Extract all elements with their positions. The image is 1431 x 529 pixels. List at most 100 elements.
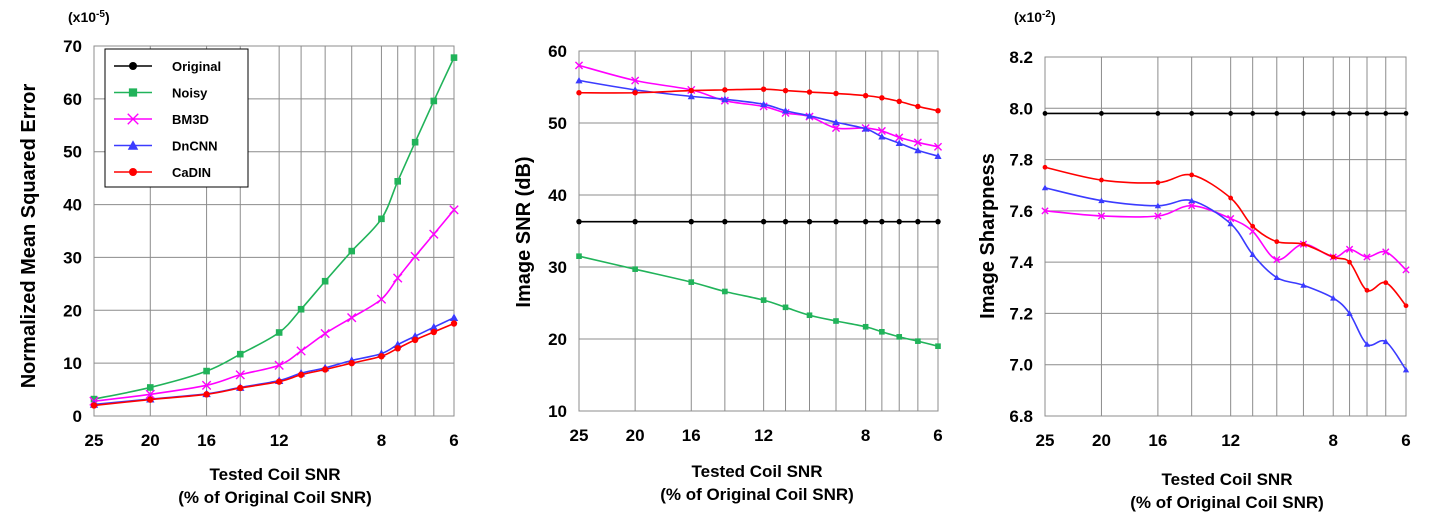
data-point bbox=[862, 323, 869, 330]
data-point bbox=[393, 273, 403, 283]
chart-sharpness: (x10-2) Image Sharpness Tested Coil SNR … bbox=[977, 9, 1411, 512]
data-point bbox=[321, 366, 329, 373]
data-point bbox=[394, 178, 402, 185]
y-tick-label: 40 bbox=[548, 186, 567, 205]
data-point bbox=[1188, 197, 1195, 204]
data-point bbox=[450, 320, 458, 327]
data-point bbox=[896, 218, 902, 225]
x-tick-label: 12 bbox=[754, 426, 773, 445]
data-point bbox=[201, 380, 212, 391]
data-point bbox=[147, 396, 154, 403]
legend-marker bbox=[128, 88, 138, 97]
data-point bbox=[1250, 111, 1256, 116]
legend-item-original: Original bbox=[114, 59, 221, 74]
data-point bbox=[1099, 111, 1104, 116]
series-noisy bbox=[576, 253, 941, 350]
data-point bbox=[915, 338, 921, 344]
plot-frame bbox=[1044, 56, 1407, 417]
gridlines bbox=[1044, 56, 1407, 417]
data-point bbox=[429, 323, 439, 331]
series-dncnn bbox=[1041, 184, 1410, 373]
data-point bbox=[688, 87, 694, 94]
y-tick-label: 30 bbox=[548, 258, 567, 277]
y-tick-label: 7.6 bbox=[1009, 202, 1033, 221]
data-point bbox=[805, 112, 814, 119]
y-tick-label: 6.8 bbox=[1009, 407, 1033, 426]
data-point bbox=[915, 103, 921, 110]
legend-marker bbox=[127, 140, 139, 150]
data-point bbox=[915, 218, 921, 225]
series-line bbox=[93, 209, 455, 402]
data-point bbox=[348, 359, 355, 367]
x-tick-label: 25 bbox=[1036, 431, 1055, 450]
data-point bbox=[1382, 248, 1390, 256]
y-tick-label: 70 bbox=[63, 37, 82, 56]
data-point bbox=[90, 395, 98, 403]
data-point bbox=[722, 87, 728, 93]
data-point bbox=[1154, 202, 1162, 209]
data-point bbox=[297, 371, 305, 378]
data-point bbox=[449, 313, 459, 322]
nmse-y-axis-label: Normalized Mean Squared Error bbox=[18, 84, 40, 389]
data-point bbox=[782, 218, 789, 225]
data-point bbox=[1189, 172, 1195, 178]
legend-item-bm3d: BM3D bbox=[114, 112, 209, 127]
data-point bbox=[1041, 184, 1049, 191]
plot-frame bbox=[93, 45, 455, 417]
data-point bbox=[297, 305, 305, 313]
data-point bbox=[632, 218, 638, 225]
plot-frame bbox=[578, 50, 939, 412]
data-point bbox=[237, 384, 244, 392]
data-point bbox=[760, 100, 768, 108]
y-tick-label: 7.2 bbox=[1009, 304, 1033, 323]
nmse-x-axis-label-line1: Tested Coil SNR bbox=[210, 465, 341, 484]
x-tick-label: 20 bbox=[141, 431, 160, 450]
data-point bbox=[862, 125, 870, 132]
data-point bbox=[320, 328, 330, 339]
x-tick-label: 12 bbox=[1221, 431, 1240, 450]
x-tick-label: 8 bbox=[377, 431, 386, 450]
data-point bbox=[688, 279, 695, 285]
data-point bbox=[632, 266, 638, 272]
legend-label: Original bbox=[172, 59, 221, 74]
data-point bbox=[760, 297, 767, 303]
x-tick-label: 20 bbox=[1092, 431, 1111, 450]
data-point bbox=[1227, 220, 1234, 227]
data-point bbox=[275, 378, 283, 385]
y-tick-label: 8.2 bbox=[1009, 48, 1033, 67]
data-point bbox=[1301, 111, 1306, 116]
legend-label: DnCNN bbox=[172, 139, 218, 154]
data-point bbox=[90, 402, 98, 409]
series-dncnn bbox=[89, 313, 459, 408]
data-point bbox=[236, 350, 244, 358]
data-point bbox=[1188, 202, 1196, 210]
snr-x-axis-label-line2: (% of Original Coil SNR) bbox=[660, 485, 854, 504]
series-bm3d bbox=[89, 205, 459, 406]
y-tick-label: 7.0 bbox=[1009, 356, 1033, 375]
data-point bbox=[782, 87, 789, 94]
data-point bbox=[429, 229, 439, 239]
legend-marker bbox=[129, 62, 137, 70]
series-cadin bbox=[1042, 164, 1409, 309]
x-tick-label: 25 bbox=[85, 431, 104, 450]
sharpness-x-axis-label-line2: (% of Original Coil SNR) bbox=[1130, 493, 1324, 512]
data-point bbox=[1345, 245, 1354, 253]
legend-label: Noisy bbox=[172, 86, 208, 101]
data-point bbox=[1403, 303, 1409, 309]
series-cadin bbox=[576, 86, 941, 114]
data-point bbox=[575, 76, 583, 84]
data-point bbox=[1347, 259, 1352, 265]
data-point bbox=[632, 90, 638, 96]
data-point bbox=[1250, 223, 1256, 229]
y-tick-label: 20 bbox=[548, 330, 567, 349]
y-tick-label: 0 bbox=[73, 407, 82, 426]
data-point bbox=[833, 90, 839, 97]
y-tick-label: 60 bbox=[548, 42, 567, 61]
data-point bbox=[1249, 227, 1257, 236]
data-point bbox=[877, 126, 886, 135]
data-point bbox=[760, 86, 767, 92]
data-point bbox=[1347, 111, 1352, 116]
sharpness-multiplier: (x10-2) bbox=[1014, 9, 1056, 25]
chart-image-snr: Image SNR (dB) Tested Coil SNR (% of Ori… bbox=[513, 42, 943, 504]
data-point bbox=[1042, 164, 1048, 170]
